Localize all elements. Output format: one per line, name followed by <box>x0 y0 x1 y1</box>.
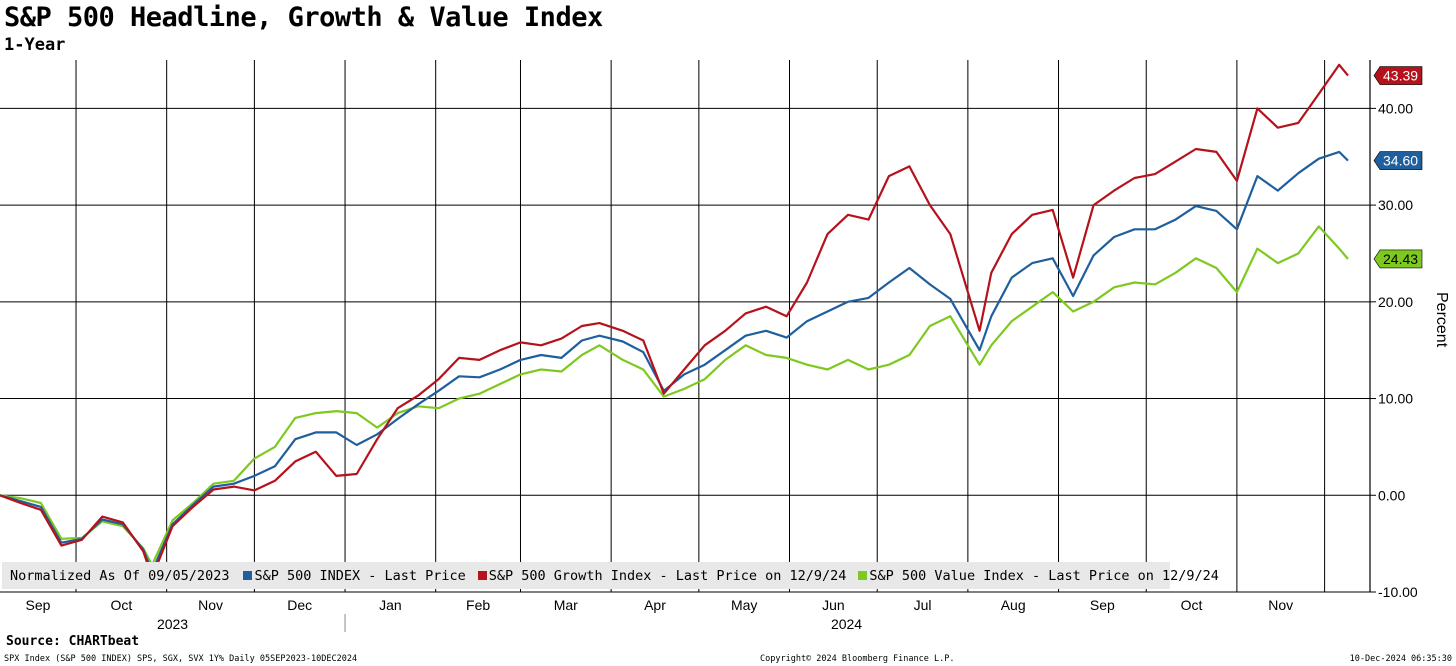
legend-swatch <box>858 571 868 580</box>
legend-swatch <box>477 571 487 580</box>
x-year-label: 2024 <box>831 616 862 632</box>
y-tick-label: 20.00 <box>1378 294 1413 310</box>
x-month-label: Jan <box>379 597 402 613</box>
last-value-label: 24.43 <box>1383 251 1418 267</box>
y-tick-label: 30.00 <box>1378 197 1413 213</box>
legend-item-value: S&P 500 Value Index - Last Price on 12/9… <box>858 568 1231 584</box>
legend-label: S&P 500 INDEX - Last Price <box>254 567 466 584</box>
y-tick-label: -10.00 <box>1378 584 1418 600</box>
x-year-label: 2023 <box>157 616 188 632</box>
footer-copyright: Copyright© 2024 Bloomberg Finance L.P. <box>760 654 955 664</box>
x-month-label: Feb <box>466 597 490 613</box>
x-month-label: Dec <box>287 597 312 613</box>
x-month-label: Mar <box>554 597 578 613</box>
chart-legend: Normalized As Of 09/05/2023 S&P 500 INDE… <box>2 562 1219 589</box>
series-line <box>0 63 1349 579</box>
last-value-tag <box>1373 66 1423 85</box>
x-month-label: Jul <box>914 597 932 613</box>
x-month-label: Apr <box>644 597 666 613</box>
series-line <box>0 225 1349 566</box>
source-note: Source: CHARTbeat <box>6 634 140 649</box>
legend-normalization-note: Normalized As Of 09/05/2023 <box>10 567 230 584</box>
y-tick-label: 10.00 <box>1378 391 1413 407</box>
y-tick-label: 40.00 <box>1378 100 1413 116</box>
x-month-label: Oct <box>110 597 132 613</box>
legend-item-growth: S&P 500 Growth Index - Last Price on 12/… <box>477 567 859 584</box>
x-month-label: Aug <box>1001 597 1026 613</box>
legend-label: S&P 500 Growth Index - Last Price on 12/… <box>488 567 847 584</box>
legend-label: S&P 500 Value Index - Last Price on 12/9… <box>869 567 1219 584</box>
x-month-label: Sep <box>26 597 51 613</box>
x-month-label: Nov <box>198 597 223 613</box>
x-month-label: Oct <box>1181 597 1203 613</box>
legend-item-sp500: S&P 500 INDEX - Last Price <box>243 568 477 584</box>
x-month-label: Jun <box>822 597 845 613</box>
x-month-label: Sep <box>1090 597 1115 613</box>
x-month-label: Nov <box>1268 597 1293 613</box>
footer-timestamp: 10-Dec-2024 06:35:30 <box>1349 654 1452 664</box>
footer-ticker-info: SPX Index (S&P 500 INDEX) SPS, SGX, SVX … <box>4 654 358 664</box>
y-axis-label: Percent <box>1433 292 1450 348</box>
chart-subtitle: 1-Year <box>4 35 66 55</box>
last-value-label: 43.39 <box>1383 68 1418 84</box>
last-value-tag <box>1373 249 1423 269</box>
y-tick-label: 0.00 <box>1378 487 1405 503</box>
x-month-label: May <box>731 597 757 613</box>
last-value-label: 34.60 <box>1383 153 1418 169</box>
last-value-tag <box>1373 151 1423 170</box>
chart-title: S&P 500 Headline, Growth & Value Index <box>4 2 603 33</box>
legend-swatch <box>243 571 253 580</box>
